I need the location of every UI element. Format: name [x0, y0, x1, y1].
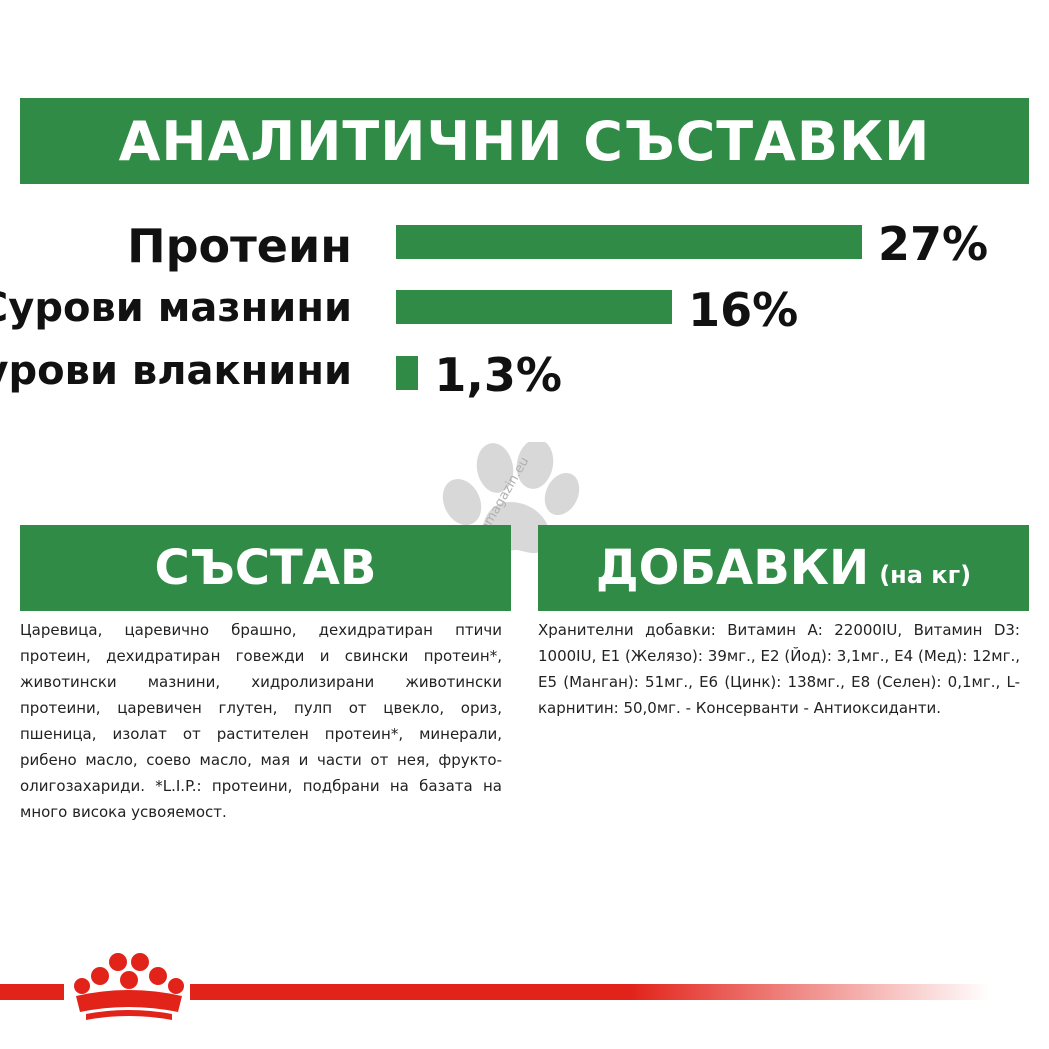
fiber-bar — [396, 356, 419, 390]
protein-value: 27% — [878, 217, 989, 271]
analytic-title: АНАЛИТИЧНИ СЪСТАВКИ — [118, 109, 931, 173]
additives-title-suffix: (на кг) — [879, 561, 972, 589]
additives-title: ДОБАВКИ — [595, 540, 870, 596]
fat-bar — [396, 290, 673, 324]
composition-title: СЪСТАВ — [154, 540, 377, 596]
fiber-label: Сурови влакнини — [0, 348, 352, 394]
fat-value: 16% — [688, 283, 799, 337]
composition-banner: СЪСТАВ — [20, 525, 511, 611]
red-line-left — [0, 984, 64, 1000]
fat-label: Сурови мазнини — [0, 285, 352, 331]
crown-logo-icon — [74, 953, 184, 1020]
red-line-right — [190, 984, 990, 1000]
additives-banner: ДОБАВКИ (на кг) — [538, 525, 1029, 611]
additives-text: Хранителни добавки: Витамин А: 22000IU, … — [538, 621, 1020, 717]
composition-text: Царевица, царевично брашно, дехидратиран… — [20, 621, 502, 821]
analytic-banner: АНАЛИТИЧНИ СЪСТАВКИ — [20, 98, 1029, 184]
fiber-value: 1,3% — [434, 348, 562, 402]
protein-label: Протеин — [127, 219, 352, 273]
paw-watermark-icon — [442, 442, 580, 554]
protein-bar — [396, 225, 862, 259]
